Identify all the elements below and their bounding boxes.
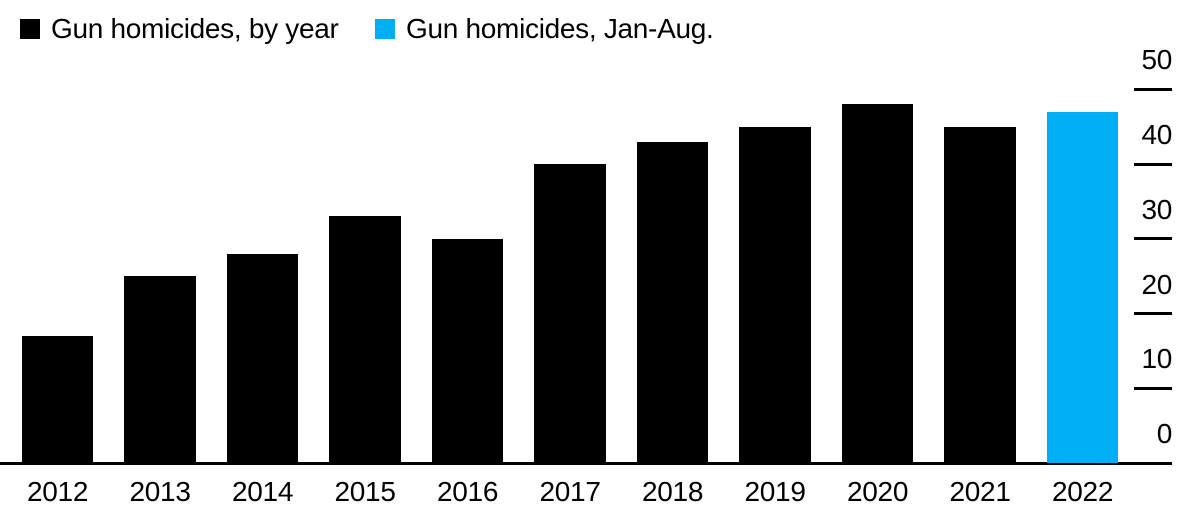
bar-2018 bbox=[636, 141, 709, 463]
x-tick-label-2020: 2020 bbox=[847, 476, 909, 507]
x-tick-label-2019: 2019 bbox=[744, 476, 806, 507]
bar-2016 bbox=[431, 238, 504, 463]
bar-2012 bbox=[21, 335, 94, 463]
x-tick-label-2013: 2013 bbox=[129, 476, 191, 507]
y-tick bbox=[1134, 312, 1172, 315]
legend-item: Gun homicides, Jan-Aug. bbox=[375, 13, 714, 44]
x-axis-line bbox=[0, 461, 1172, 465]
bar-2013 bbox=[124, 276, 196, 463]
legend-item: Gun homicides, by year bbox=[20, 13, 339, 44]
y-tick-label: 50 bbox=[1141, 44, 1172, 76]
y-tick bbox=[1134, 237, 1172, 241]
bar-2017 bbox=[534, 164, 606, 463]
y-tick-label: 10 bbox=[1141, 343, 1172, 375]
bar-2020 bbox=[841, 104, 914, 463]
y-tick bbox=[1134, 87, 1172, 91]
y-tick-label: 30 bbox=[1141, 193, 1172, 225]
bar-2014 bbox=[226, 253, 299, 463]
bar-2019 bbox=[739, 126, 811, 463]
x-tick-label-2017: 2017 bbox=[539, 476, 601, 507]
bar-2022 bbox=[1046, 111, 1119, 463]
legend-label: Gun homicides, by year bbox=[51, 13, 339, 44]
bar-2021 bbox=[944, 126, 1016, 463]
legend-label: Gun homicides, Jan-Aug. bbox=[406, 13, 714, 44]
x-tick-label-2015: 2015 bbox=[334, 476, 396, 507]
x-tick-label-2016: 2016 bbox=[437, 476, 499, 507]
x-tick-label-2022: 2022 bbox=[1052, 476, 1114, 507]
x-tick-label-2018: 2018 bbox=[642, 476, 704, 507]
bar-2015 bbox=[329, 216, 401, 463]
y-tick bbox=[1134, 386, 1172, 390]
x-tick-label-2014: 2014 bbox=[232, 476, 294, 507]
x-tick-label-2012: 2012 bbox=[27, 476, 89, 507]
y-tick bbox=[1134, 162, 1172, 166]
x-tick-label-2021: 2021 bbox=[949, 476, 1011, 507]
y-tick-label: 20 bbox=[1141, 268, 1172, 300]
y-tick-label: 0 bbox=[1156, 418, 1173, 449]
y-tick-label: 40 bbox=[1141, 119, 1172, 150]
blue-square-swatch-icon bbox=[375, 19, 395, 39]
black-square-swatch-icon bbox=[20, 19, 40, 39]
